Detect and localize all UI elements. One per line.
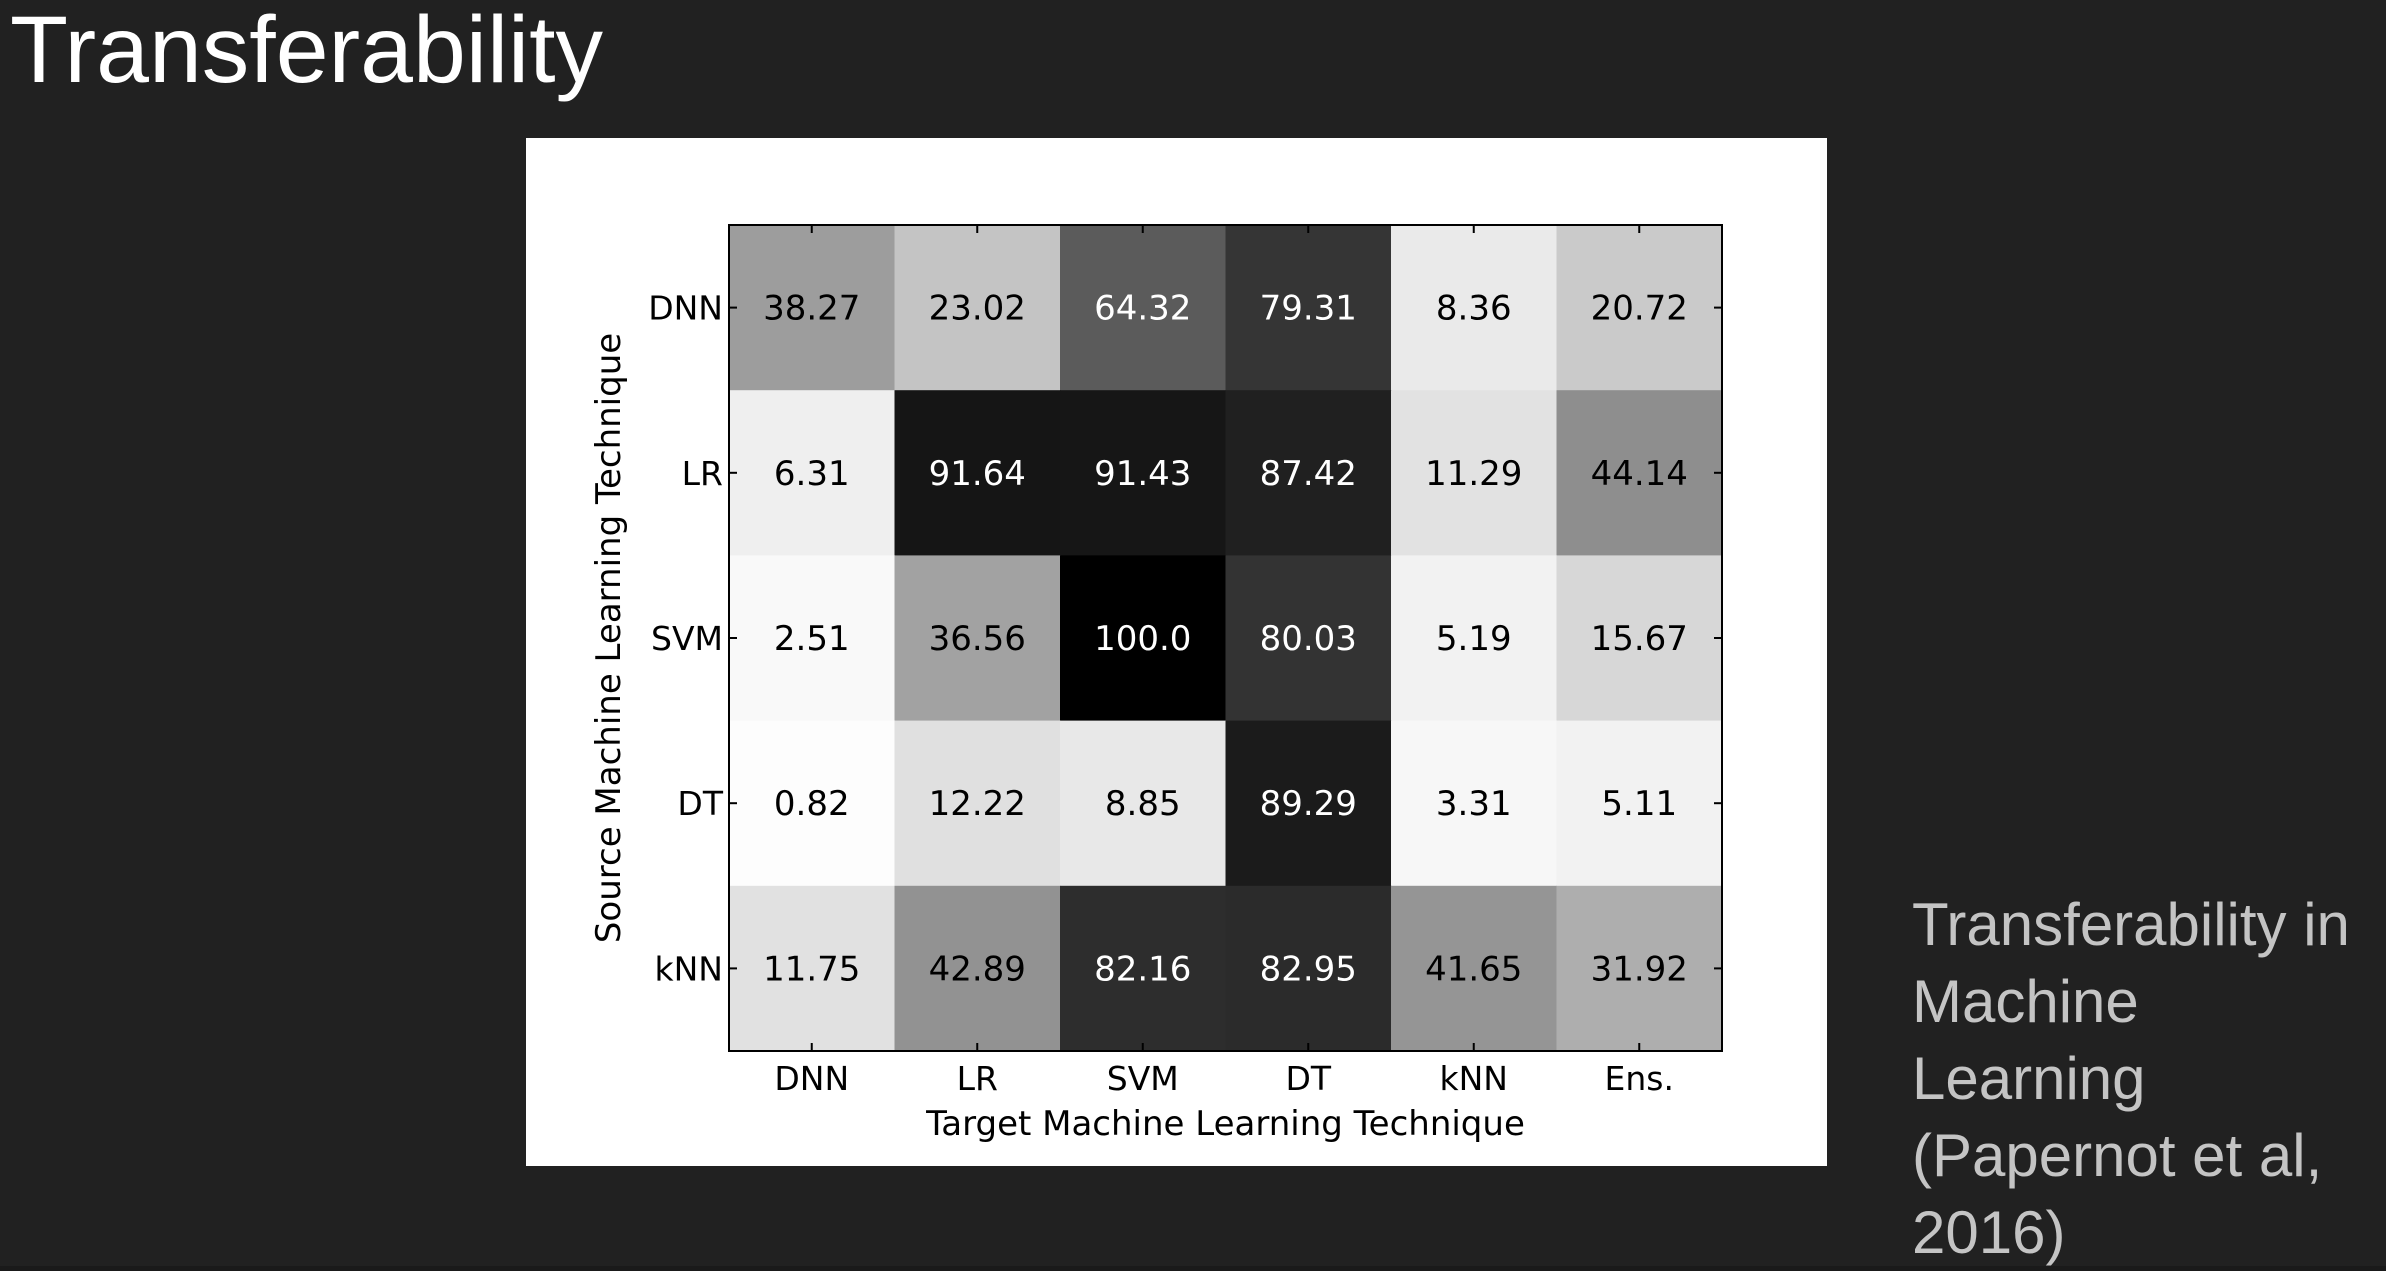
y-tick-label: kNN [655,949,723,988]
cell-value-label: 91.64 [929,454,1026,494]
x-tick-label: DT [1285,1059,1331,1098]
cell-value-label: 11.29 [1425,454,1522,494]
cell-value-label: 11.75 [763,949,860,989]
heatmap-cell [1391,390,1558,556]
heatmap-cell [1225,720,1392,887]
citation-line-2: Machine [1912,968,2139,1035]
heatmap-cell [894,885,1061,1052]
slide-title: Transferability [10,0,604,103]
citation: Transferability in Machine Learning (Pap… [1912,886,2382,1271]
x-tick-label: kNN [1440,1059,1508,1098]
cell-value-label: 6.31 [774,454,850,494]
y-tick-label: DNN [648,289,723,328]
cell-value-label: 2.51 [774,619,850,659]
x-tick-label: SVM [1107,1059,1179,1098]
heatmap-cell [1060,720,1227,887]
heatmap-cell [1060,885,1227,1052]
cell-value-label: 12.22 [929,784,1026,824]
cell-value-label: 82.16 [1094,949,1191,989]
cell-value-label: 8.85 [1105,784,1181,824]
heatmap-cell [1556,720,1723,887]
heatmap-cell [1556,885,1723,1052]
heatmap-cell [1391,720,1558,887]
citation-line-5: 2016) [1912,1199,2066,1266]
cell-value-label: 0.82 [774,784,850,824]
cell-value-label: 64.32 [1094,289,1191,329]
heatmap-cell [729,390,896,556]
cell-value-label: 41.65 [1425,949,1522,989]
bottom-strip [0,1266,2386,1271]
heatmap-cell [1225,555,1392,722]
cell-value-label: 82.95 [1260,949,1357,989]
cell-value-label: 44.14 [1591,454,1688,494]
cell-value-label: 15.67 [1591,619,1688,659]
heatmap-cell [894,390,1061,556]
cell-value-label: 79.31 [1260,289,1357,329]
cell-value-label: 36.56 [929,619,1026,659]
x-tick-label: LR [957,1059,998,1098]
heatmap-cell [1225,225,1392,391]
cell-value-label: 100.0 [1094,619,1191,659]
heatmap-cell [1225,885,1392,1052]
heatmap-cell [729,555,896,722]
heatmap-cell [1060,555,1227,722]
heatmap-cell [1391,885,1558,1052]
heatmap-cell [1556,225,1723,391]
cell-value-label: 80.03 [1260,619,1357,659]
cell-value-label: 5.19 [1436,619,1512,659]
heatmap-cell [729,885,896,1052]
heatmap-chart: 38.27 23.02 64.32 79.31 8.36 20.72 6.31 91.64 91… [589,224,1723,1144]
cell-value-label: 20.72 [1591,289,1688,329]
heatmap-cell [1391,555,1558,722]
heatmap-cell [894,720,1061,887]
heatmap-cell [894,555,1061,722]
y-axis-label: Source Machine Learning Technique [589,333,629,943]
cell-value-label: 23.02 [929,289,1026,329]
heatmap-cell [1556,390,1723,556]
citation-line-4: (Papernot et al, [1912,1122,2323,1189]
heatmap-cell [1556,555,1723,722]
heatmap-cell [1225,390,1392,556]
x-axis-label: Target Machine Learning Technique [925,1104,1525,1144]
heatmap-cell [1060,225,1227,391]
x-tick-label: DNN [774,1059,849,1098]
y-tick-label: SVM [651,619,723,658]
citation-line-3: Learning [1912,1045,2146,1112]
cell-value-label: 91.43 [1094,454,1191,494]
heatmap-cell [1391,225,1558,391]
heatmap-figure: 38.27 23.02 64.32 79.31 8.36 20.72 6.31 91.64 91… [526,138,1827,1166]
heatmap-cell [1060,390,1227,556]
cell-value-label: 89.29 [1260,784,1357,824]
heatmap-cell [729,225,896,391]
heatmap-cell [729,720,896,887]
citation-line-1: Transferability in [1912,891,2350,958]
cell-value-label: 3.31 [1436,784,1512,824]
cell-value-label: 31.92 [1591,949,1688,989]
heatmap-cell [894,225,1061,391]
y-tick-label: DT [677,784,723,823]
cell-value-label: 87.42 [1260,454,1357,494]
y-tick-label: LR [682,454,723,493]
cell-value-label: 8.36 [1436,289,1512,329]
x-tick-label: Ens. [1605,1059,1674,1098]
cell-value-label: 5.11 [1601,784,1677,824]
cell-value-label: 38.27 [763,289,860,329]
cell-value-label: 42.89 [929,949,1026,989]
